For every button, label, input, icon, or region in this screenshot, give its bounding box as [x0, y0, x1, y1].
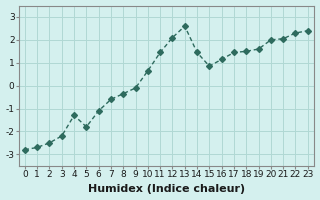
X-axis label: Humidex (Indice chaleur): Humidex (Indice chaleur)	[88, 184, 245, 194]
